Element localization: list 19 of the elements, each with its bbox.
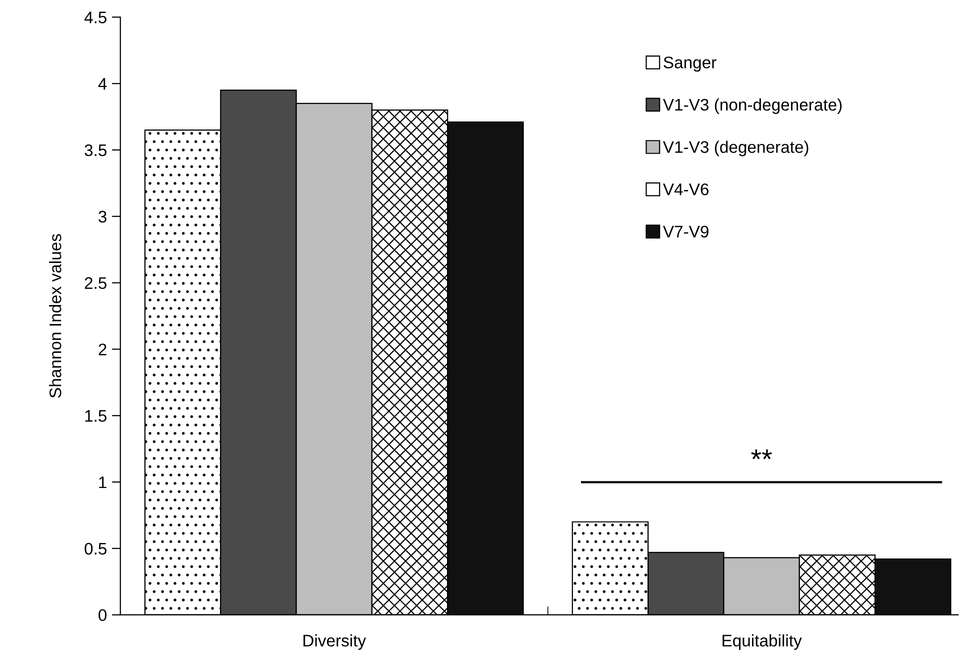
y-tick-label: 3.5 bbox=[84, 144, 106, 156]
x-tick-label: Equitability bbox=[722, 634, 802, 650]
y-axis-title: Shannon Index values bbox=[49, 234, 62, 398]
y-tick-label: 4 bbox=[98, 78, 107, 90]
legend-label: V1-V3 (non-degenerate) bbox=[662, 98, 842, 114]
y-tick-label: 0.5 bbox=[84, 542, 106, 555]
y-tick-label: 0 bbox=[98, 609, 107, 622]
legend-label: V1-V3 (degenerate) bbox=[662, 140, 808, 156]
y-tick-label: 4.5 bbox=[84, 12, 106, 24]
legend-label: V7-V9 bbox=[662, 226, 708, 238]
annotation: ** bbox=[751, 450, 772, 460]
legend-label: Sanger bbox=[664, 56, 716, 72]
y-tick-label: 1.5 bbox=[85, 410, 106, 422]
y-tick-label: 2.5 bbox=[84, 277, 106, 289]
y-tick-label: 3 bbox=[98, 210, 106, 223]
y-tick-label: 2 bbox=[98, 344, 106, 356]
x-tick-label: Diversity bbox=[304, 634, 366, 650]
legend-label: V4-V6 bbox=[662, 183, 709, 196]
y-tick-label: 1 bbox=[99, 476, 106, 488]
